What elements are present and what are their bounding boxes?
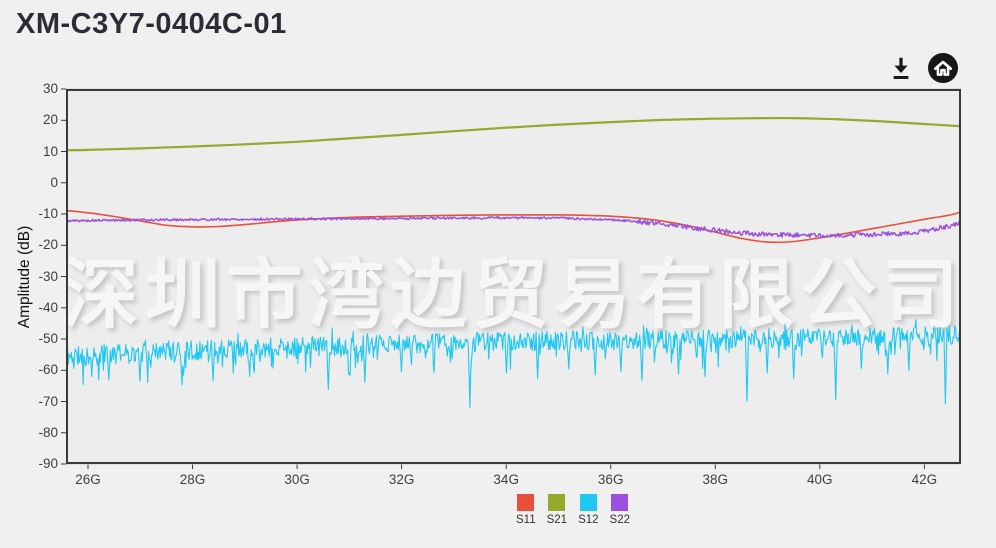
chart-toolbar (888, 52, 959, 84)
legend-swatch (517, 494, 535, 511)
x-tick-label: 40G (807, 472, 833, 487)
legend-item-S21[interactable]: S21 (547, 494, 567, 526)
x-tick-label: 26G (75, 472, 101, 487)
legend-label: S12 (578, 514, 599, 526)
legend-label: S11 (515, 514, 536, 526)
page-title: XM-C3Y7-0404C-01 (16, 8, 287, 40)
x-tick-label: 38G (702, 472, 729, 487)
x-tick-label: 28G (179, 472, 206, 487)
download-button[interactable] (888, 54, 914, 82)
y-tick-label: 10 (42, 143, 58, 159)
y-tick-label: -20 (38, 237, 58, 253)
legend-label: S21 (546, 514, 568, 526)
y-tick-label: -40 (38, 299, 58, 315)
plot-area: 深圳市湾边贸易有限公司 (66, 89, 961, 464)
x-tick-label: 30G (284, 472, 310, 487)
series-S12 (66, 318, 961, 409)
y-tick-label: -90 (38, 456, 58, 471)
y-tick-label: -60 (38, 362, 58, 378)
home-button[interactable] (927, 52, 959, 84)
legend-item-S12[interactable]: S12 (578, 494, 599, 526)
x-tick-label: 36G (597, 472, 624, 487)
legend-swatch (611, 494, 629, 511)
download-icon (893, 57, 909, 79)
chart-series (66, 89, 961, 464)
legend-swatch (548, 494, 566, 511)
legend-label: S22 (609, 514, 630, 526)
y-tick-label: -10 (38, 206, 58, 221)
plot-border (66, 89, 961, 464)
y-tick-label: 20 (42, 112, 58, 128)
legend: S11 S21 S12 S22 (0, 494, 996, 526)
legend-item-S11[interactable]: S11 (516, 494, 536, 526)
y-tick-label: -50 (38, 331, 58, 346)
y-tick-label: -80 (38, 424, 58, 440)
watermark: 深圳市湾边贸易有限公司 (66, 252, 961, 338)
legend-item-S22[interactable]: S22 (610, 494, 630, 526)
series-S21 (66, 116, 961, 152)
series-S11 (66, 209, 961, 244)
x-tick-label: 42G (911, 472, 938, 487)
y-tick-label: -30 (38, 268, 58, 284)
home-icon (928, 53, 958, 83)
x-tick-label: 34G (493, 472, 519, 487)
y-tick-label: 30 (42, 81, 58, 96)
legend-swatch (579, 494, 597, 511)
x-tick-label: 32G (388, 472, 415, 487)
y-tick-label: 0 (50, 174, 58, 190)
y-tick-label: -70 (38, 393, 58, 409)
series-S22 (66, 215, 961, 239)
